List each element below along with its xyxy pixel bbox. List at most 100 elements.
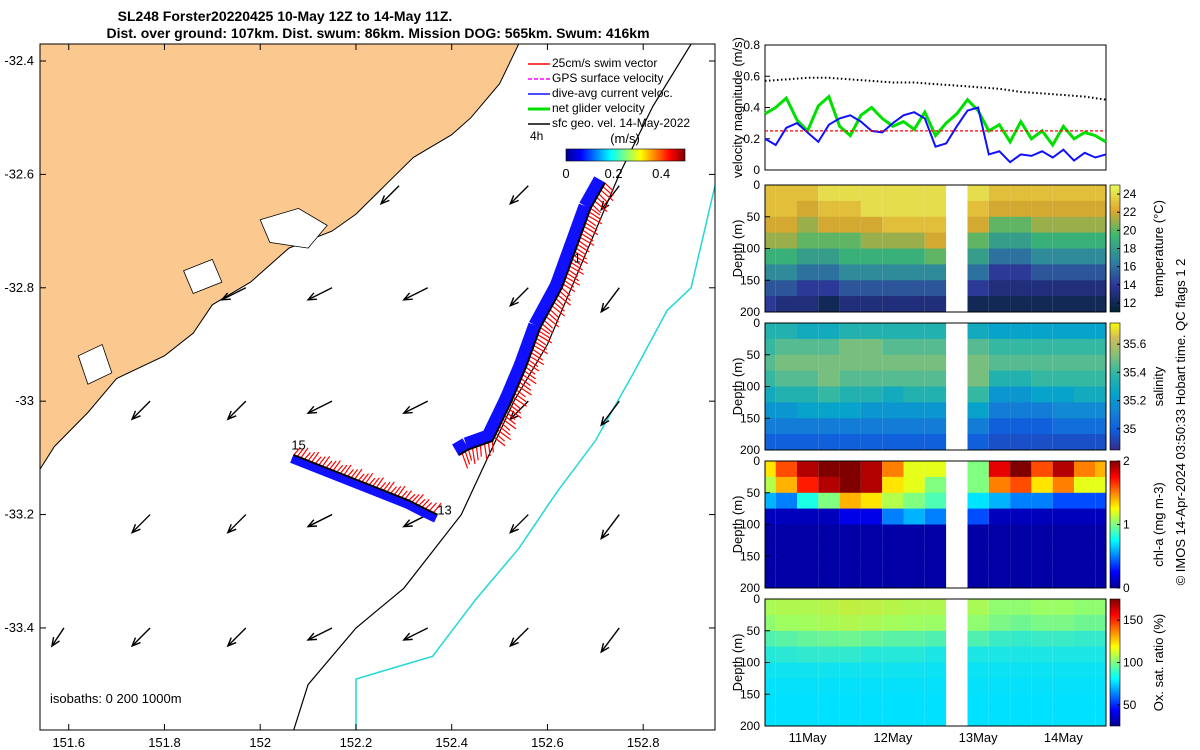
salinity-panel: 0 50 100 150 200 Depth (m) 35 35.2 35.4 35.6 salin… — [730, 316, 1166, 457]
heatmap-cell — [839, 185, 861, 202]
heatmap-cell — [1052, 248, 1074, 265]
heatmap-cell — [1031, 402, 1053, 419]
heatmap-cell — [1031, 710, 1053, 727]
heatmap-cell — [860, 248, 883, 265]
depth-tick-label: 100 — [740, 380, 760, 394]
heatmap-cell — [1095, 264, 1106, 281]
heatmap-cell — [882, 694, 904, 711]
heatmap-cell — [775, 694, 797, 711]
heatmap-cell — [818, 662, 840, 679]
geo-vector — [509, 185, 529, 205]
swim-vector — [325, 460, 333, 469]
heatmap-cell — [839, 461, 861, 478]
velocity-y-tick-label: 0.4 — [743, 101, 760, 115]
velocity-y-tick-label: 0.2 — [743, 132, 760, 146]
legend-sfc: sfc geo. vel. 14-May-2022 — [528, 116, 690, 130]
heatmap-cell — [818, 418, 840, 435]
heatmap-cell — [860, 524, 883, 541]
heatmap-cell — [903, 461, 925, 478]
swim-vector — [570, 262, 584, 271]
heatmap-cell — [882, 386, 904, 403]
swim-vector — [579, 236, 595, 247]
heatmap-cell — [765, 694, 776, 711]
heatmap-cell — [1074, 248, 1096, 265]
depth-tick-label: 0 — [753, 178, 760, 192]
heatmap-cell — [882, 572, 904, 589]
heatmap-cell — [1095, 232, 1106, 249]
heatmap-cell — [1031, 386, 1053, 403]
heatmap-cell — [797, 386, 819, 403]
property-title: chl-a (mg m-3) — [1151, 482, 1166, 567]
geo-vector — [600, 627, 620, 653]
heatmap-cell — [765, 662, 776, 679]
colorbar-tick-label: 16 — [1123, 260, 1137, 274]
heatmap-cell — [1052, 476, 1074, 494]
heatmap-cell — [967, 710, 989, 727]
heatmap-cell — [1031, 461, 1053, 478]
map-legend: 25cm/s swim vector GPS surface velocity … — [528, 56, 690, 181]
heatmap-cell — [882, 338, 904, 356]
heatmap-cell — [775, 599, 797, 616]
swim-vector — [590, 207, 601, 216]
heatmap-cell — [839, 370, 861, 387]
heatmap-cell — [1074, 232, 1096, 249]
heatmap-cell — [1095, 662, 1106, 679]
heatmap-cell — [1095, 418, 1106, 435]
surface-velocity-vectors — [50, 185, 620, 654]
heatmap-cell — [797, 646, 819, 663]
heatmap-cell — [765, 402, 776, 419]
heatmap-cell — [860, 323, 883, 340]
geo-vector — [600, 287, 620, 313]
heatmap-cell — [1010, 264, 1032, 281]
heatmap-cell — [1031, 508, 1053, 525]
heatmap-cell — [818, 402, 840, 419]
heatmap-cell — [988, 630, 1011, 648]
heatmap-cell — [818, 678, 840, 695]
heatmap-cell — [1052, 323, 1074, 340]
heatmap-cell — [1010, 646, 1032, 663]
heatmap-cell — [1052, 710, 1074, 727]
heatmap-cell — [765, 264, 776, 281]
heatmap-cell — [839, 630, 861, 648]
swim-vector — [574, 251, 587, 260]
swim-vector — [537, 334, 552, 344]
swim-vector — [400, 490, 408, 498]
heatmap-cell — [765, 678, 776, 695]
swim-vector — [577, 243, 590, 253]
speed-colorbar — [565, 148, 686, 162]
geo-vector — [509, 627, 529, 647]
heatmap-cell — [860, 540, 883, 557]
depth-tick-label: 100 — [740, 656, 760, 670]
heatmap-cell — [988, 508, 1011, 525]
heatmap-cell — [765, 434, 776, 451]
heatmap-cell — [1052, 678, 1074, 695]
inlet — [183, 258, 223, 295]
heatmap-cell — [775, 248, 797, 265]
legend-net: net glider velocity — [528, 101, 645, 115]
heatmap-cell — [988, 402, 1011, 419]
heatmap-cell — [818, 248, 840, 265]
heatmap-cell — [1095, 216, 1106, 234]
speed-colorbar-ticks: 0 0.2 0.4 — [562, 166, 670, 181]
swim-vector — [361, 473, 369, 483]
swim-vector — [581, 233, 594, 242]
heatmap-cell — [1031, 572, 1053, 589]
swim-vector — [343, 464, 352, 476]
heatmap-cell — [924, 694, 947, 711]
heatmap-cell — [775, 232, 797, 249]
geo-vector-head — [226, 637, 237, 648]
temperature-panel: 0 50 100 150 200 Depth (m) 12 14 16 18 20 22 24 tempe… — [730, 178, 1166, 319]
depth-tick-label: 200 — [740, 305, 760, 319]
heatmap-cell — [797, 323, 819, 340]
heatmap-cell — [1052, 646, 1074, 663]
heatmap-cell — [839, 556, 861, 573]
heatmap-cell — [924, 370, 947, 387]
heatmap-cell — [1031, 280, 1053, 297]
heatmap-cell — [967, 614, 989, 632]
heatmap-cell — [818, 492, 840, 510]
swim-vector — [523, 370, 537, 380]
heatmap-cell — [818, 370, 840, 387]
depth-tick-label: 150 — [740, 411, 760, 425]
legend-net-label: net glider velocity — [552, 101, 645, 115]
swim-vector — [487, 442, 491, 457]
